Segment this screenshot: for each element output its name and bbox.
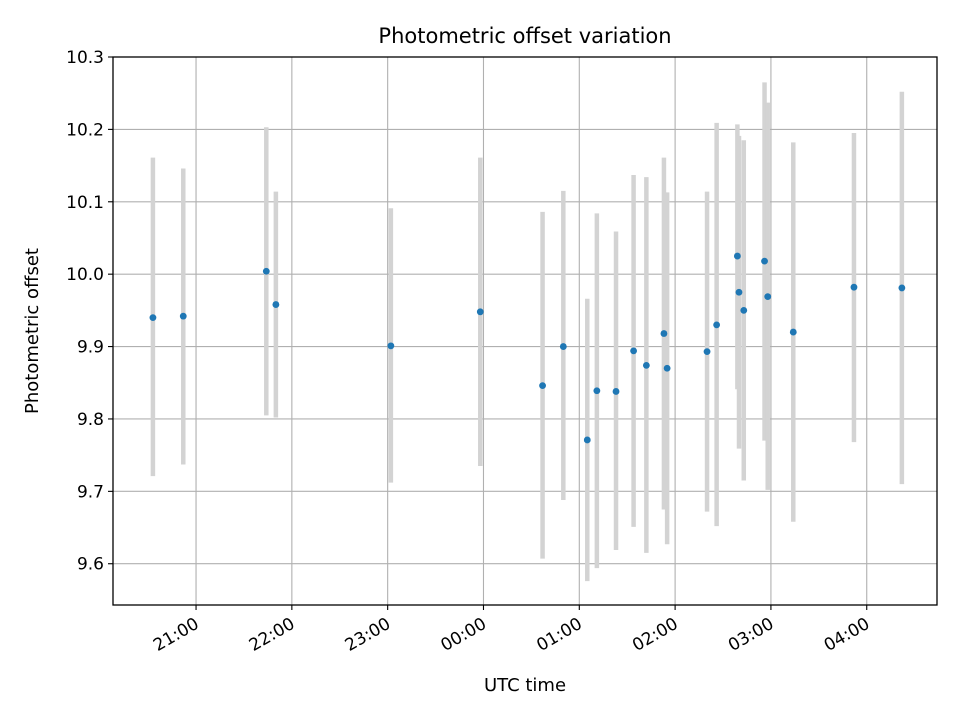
data-point	[559, 343, 567, 350]
data-point	[179, 312, 187, 320]
data-point	[593, 387, 601, 395]
data-point	[764, 293, 772, 301]
data-point	[583, 436, 591, 444]
x-axis-label: UTC time	[484, 675, 566, 696]
data-point	[898, 284, 906, 292]
data-points	[149, 252, 906, 444]
data-point	[735, 288, 743, 296]
data-point	[387, 342, 395, 350]
y-tick-label: 9.6	[77, 555, 104, 575]
y-tick-label: 10.2	[66, 120, 104, 140]
y-tick-label: 10.3	[66, 48, 104, 68]
data-point	[642, 361, 650, 369]
data-point	[262, 267, 270, 275]
data-point	[761, 257, 768, 265]
data-point	[713, 321, 721, 329]
grid	[113, 56, 937, 605]
y-tick-label: 9.8	[77, 410, 104, 430]
data-point	[630, 347, 637, 355]
data-point	[660, 330, 668, 337]
data-point	[663, 364, 671, 372]
y-tick-label: 9.9	[77, 338, 104, 358]
data-point	[740, 306, 748, 314]
data-point	[272, 301, 280, 308]
y-tick-label: 10.1	[66, 193, 104, 213]
data-point	[703, 348, 711, 356]
y-axis: 9.6 9.7 9.8 9.9 10.0 10.1 10.2 10.3	[66, 48, 113, 575]
y-tick-label: 10.0	[66, 265, 104, 285]
chart-title: Photometric offset variation	[378, 24, 671, 48]
data-point	[476, 308, 484, 316]
plot-frame	[112, 56, 938, 606]
data-point	[539, 382, 546, 390]
data-point	[850, 283, 858, 291]
data-point	[789, 328, 797, 336]
y-tick-label: 9.7	[77, 482, 104, 502]
y-axis-label: Photometric offset	[22, 248, 43, 414]
data-point	[149, 314, 157, 322]
data-point	[733, 252, 741, 260]
data-point	[612, 388, 620, 395]
